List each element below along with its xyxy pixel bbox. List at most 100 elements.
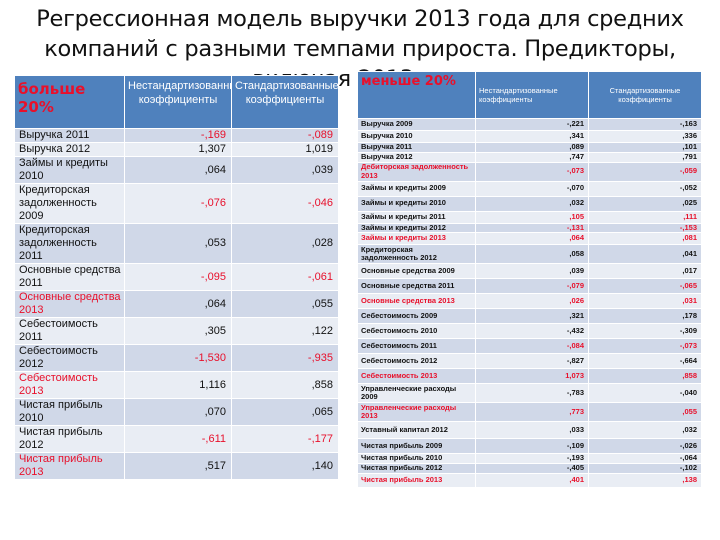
row-label: Уставный капитал 2012 bbox=[357, 421, 476, 440]
row-label: Чистая прибыль 2012 bbox=[14, 425, 125, 453]
standardized-value: ,791 bbox=[588, 151, 702, 163]
standardized-value: ,065 bbox=[231, 398, 339, 426]
row-label: Себестоимость 2010 bbox=[357, 323, 476, 340]
row-label: Себестоимость 2012 bbox=[357, 353, 476, 370]
row-label: Управленческие расходы 2009 bbox=[357, 383, 476, 404]
table-row: Управленческие расходы 2013,773,055 bbox=[357, 402, 702, 423]
table-row: Займы и кредиты 2011,105,111 bbox=[357, 210, 702, 224]
row-label: Дебиторская задолженность 2013 bbox=[357, 161, 476, 182]
row-label: Выручка 2012 bbox=[14, 142, 125, 157]
standardized-value: ,081 bbox=[588, 232, 702, 246]
table-row: Выручка 2009 -,221 -,163 bbox=[357, 118, 702, 131]
table-row: Основные средства 2011 -,095 -,061 bbox=[14, 263, 339, 291]
table-row: Чистая прибыль 2010,070,065 bbox=[14, 398, 339, 426]
row-label: Выручка 2011 bbox=[14, 128, 125, 143]
row-label: Себестоимость 2009 bbox=[357, 308, 476, 325]
standardized-value: -,059 bbox=[588, 161, 702, 182]
row-label: Займы и кредиты 2012 bbox=[357, 222, 476, 234]
standardized-value: -,177 bbox=[231, 425, 339, 453]
standardized-value: -,153 bbox=[588, 222, 702, 234]
unstandardized-value: ,064 bbox=[124, 156, 232, 184]
row-label: Выручка 2011 bbox=[357, 142, 476, 153]
table-row: Выручка 2012,747,791 bbox=[357, 151, 702, 163]
unstandardized-value: -,432 bbox=[475, 323, 589, 340]
unstandardized-value: ,070 bbox=[124, 398, 232, 426]
row-label: Кредиторская задолженность 2011 bbox=[14, 223, 125, 264]
standardized-value: 1,019 bbox=[231, 142, 339, 157]
row-label: Себестоимость 2012 bbox=[14, 344, 125, 372]
column-header-unstandardized: Нестандартизованные коэффициенты bbox=[475, 71, 589, 119]
table-row: Чистая прибыль 2012 -,405 -,102 bbox=[357, 463, 702, 474]
unstandardized-value: -,084 bbox=[475, 338, 589, 355]
unstandardized-value: ,058 bbox=[475, 244, 589, 265]
table-row: Выручка 2010,341,336 bbox=[357, 130, 702, 143]
table-row: Себестоимость 2012 -,827 -,664 bbox=[357, 353, 702, 370]
standardized-value: ,025 bbox=[588, 195, 702, 212]
table-row: Выручка 2011 -,169 -,089 bbox=[14, 128, 339, 143]
row-label: Основные средства 2009 bbox=[357, 263, 476, 280]
unstandardized-value: ,039 bbox=[475, 263, 589, 280]
unstandardized-value: -,783 bbox=[475, 383, 589, 404]
standardized-value: ,041 bbox=[588, 244, 702, 265]
unstandardized-value: ,517 bbox=[124, 452, 232, 480]
table-row: Чистая прибыль 2010 -,193 -,064 bbox=[357, 453, 702, 465]
row-label: Займы и кредиты 2009 bbox=[357, 180, 476, 197]
standardized-value: ,017 bbox=[588, 263, 702, 280]
standardized-value: -,664 bbox=[588, 353, 702, 370]
table-row: Займы и кредиты 2010,032,025 bbox=[357, 195, 702, 212]
coefficients-table-growth-above-20: больше 20% Нестандартизованные коэффицие… bbox=[14, 75, 339, 480]
table-row: Выручка 2011,089,101 bbox=[357, 142, 702, 153]
unstandardized-value: -,221 bbox=[475, 118, 589, 131]
column-header-standardized: Стандартизованные коэффициенты bbox=[588, 71, 702, 119]
table-row: Чистая прибыль 2013,517,140 bbox=[14, 452, 339, 480]
table-row: Выручка 2012 1,307 1,019 bbox=[14, 142, 339, 157]
table-row: Себестоимость 2011 -,084 -,073 bbox=[357, 338, 702, 355]
table-row: Основные средства 2013,026,031 bbox=[357, 293, 702, 310]
row-label: Чистая прибыль 2010 bbox=[357, 453, 476, 465]
standardized-value: ,055 bbox=[231, 290, 339, 318]
unstandardized-value: -,131 bbox=[475, 222, 589, 234]
unstandardized-value: -,076 bbox=[124, 183, 232, 224]
unstandardized-value: -1,530 bbox=[124, 344, 232, 372]
table-row: Займы и кредиты 2013,064,081 bbox=[357, 232, 702, 246]
unstandardized-value: 1,307 bbox=[124, 142, 232, 157]
row-label: Займы и кредиты 2010 bbox=[14, 156, 125, 184]
table-row: Чистая прибыль 2012 -,611 -,177 bbox=[14, 425, 339, 453]
table-row: Себестоимость 2013 1,073,858 bbox=[357, 368, 702, 385]
unstandardized-value: ,032 bbox=[475, 195, 589, 212]
standardized-value: -,935 bbox=[231, 344, 339, 372]
row-label: Себестоимость 2011 bbox=[14, 317, 125, 345]
standardized-value: ,138 bbox=[588, 472, 702, 488]
unstandardized-value: -,827 bbox=[475, 353, 589, 370]
table-row: Основные средства 2013,064,055 bbox=[14, 290, 339, 318]
unstandardized-value: ,064 bbox=[475, 232, 589, 246]
table-row: Основные средства 2011 -,079 -,065 bbox=[357, 278, 702, 295]
table-row: Кредиторская задолженность 2011,053,028 bbox=[14, 223, 339, 264]
row-label: Основные средства 2011 bbox=[357, 278, 476, 295]
row-label: Чистая прибыль 2010 bbox=[14, 398, 125, 426]
table-row: Чистая прибыль 2009 -,109 -,026 bbox=[357, 438, 702, 455]
standardized-value: -,061 bbox=[231, 263, 339, 291]
table-row: Себестоимость 2009,321,178 bbox=[357, 308, 702, 325]
unstandardized-value: ,321 bbox=[475, 308, 589, 325]
row-label: Себестоимость 2013 bbox=[357, 368, 476, 385]
standardized-value: -,309 bbox=[588, 323, 702, 340]
standardized-value: ,101 bbox=[588, 142, 702, 153]
standardized-value: -,026 bbox=[588, 438, 702, 455]
standardized-value: -,064 bbox=[588, 453, 702, 465]
table-row: Себестоимость 2010 -,432 -,309 bbox=[357, 323, 702, 340]
group-label: больше 20% bbox=[14, 75, 125, 129]
unstandardized-value: -,073 bbox=[475, 161, 589, 182]
row-label: Займы и кредиты 2011 bbox=[357, 210, 476, 224]
unstandardized-value: ,033 bbox=[475, 421, 589, 440]
unstandardized-value: -,169 bbox=[124, 128, 232, 143]
table-header-row: меньше 20% Нестандартизованные коэффицие… bbox=[357, 71, 702, 119]
row-label: Чистая прибыль 2013 bbox=[357, 472, 476, 488]
standardized-value: -,052 bbox=[588, 180, 702, 197]
unstandardized-value: ,064 bbox=[124, 290, 232, 318]
row-label: Себестоимость 2013 bbox=[14, 371, 125, 399]
standardized-value: ,031 bbox=[588, 293, 702, 310]
unstandardized-value: ,773 bbox=[475, 402, 589, 423]
standardized-value: -,102 bbox=[588, 463, 702, 474]
standardized-value: -,073 bbox=[588, 338, 702, 355]
